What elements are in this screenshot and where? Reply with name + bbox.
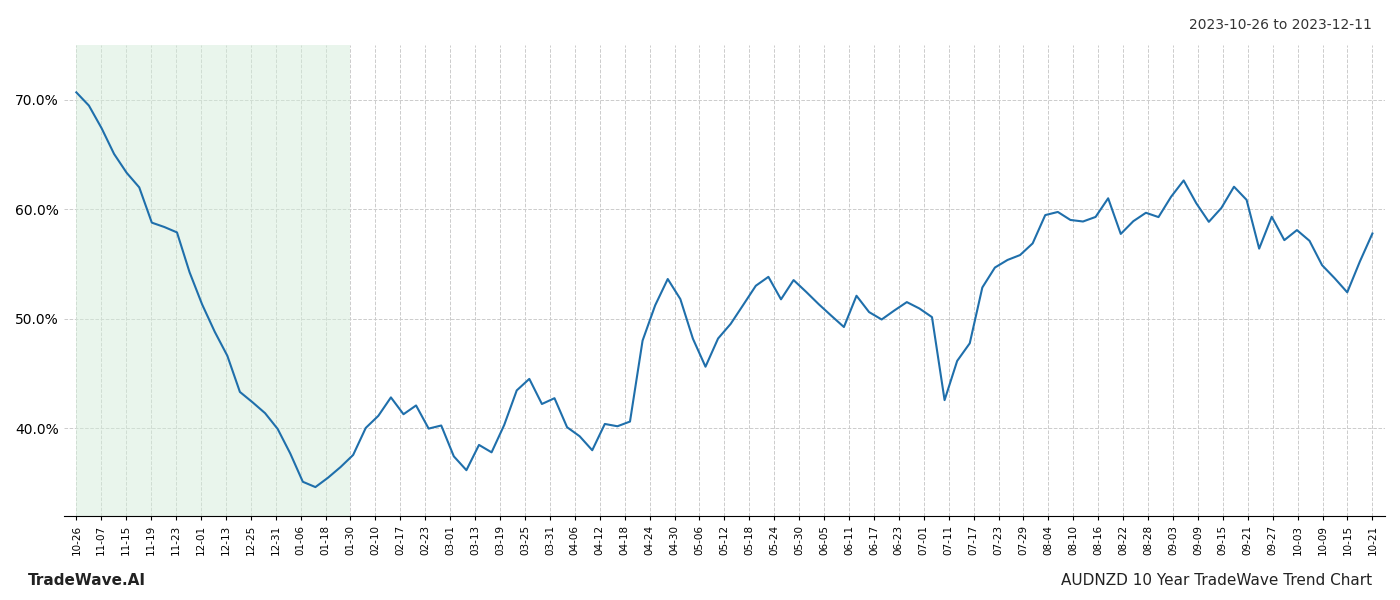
Text: TradeWave.AI: TradeWave.AI: [28, 573, 146, 588]
Bar: [77, 45, 350, 516]
Text: 2023-10-26 to 2023-12-11: 2023-10-26 to 2023-12-11: [1189, 18, 1372, 32]
Text: AUDNZD 10 Year TradeWave Trend Chart: AUDNZD 10 Year TradeWave Trend Chart: [1061, 573, 1372, 588]
